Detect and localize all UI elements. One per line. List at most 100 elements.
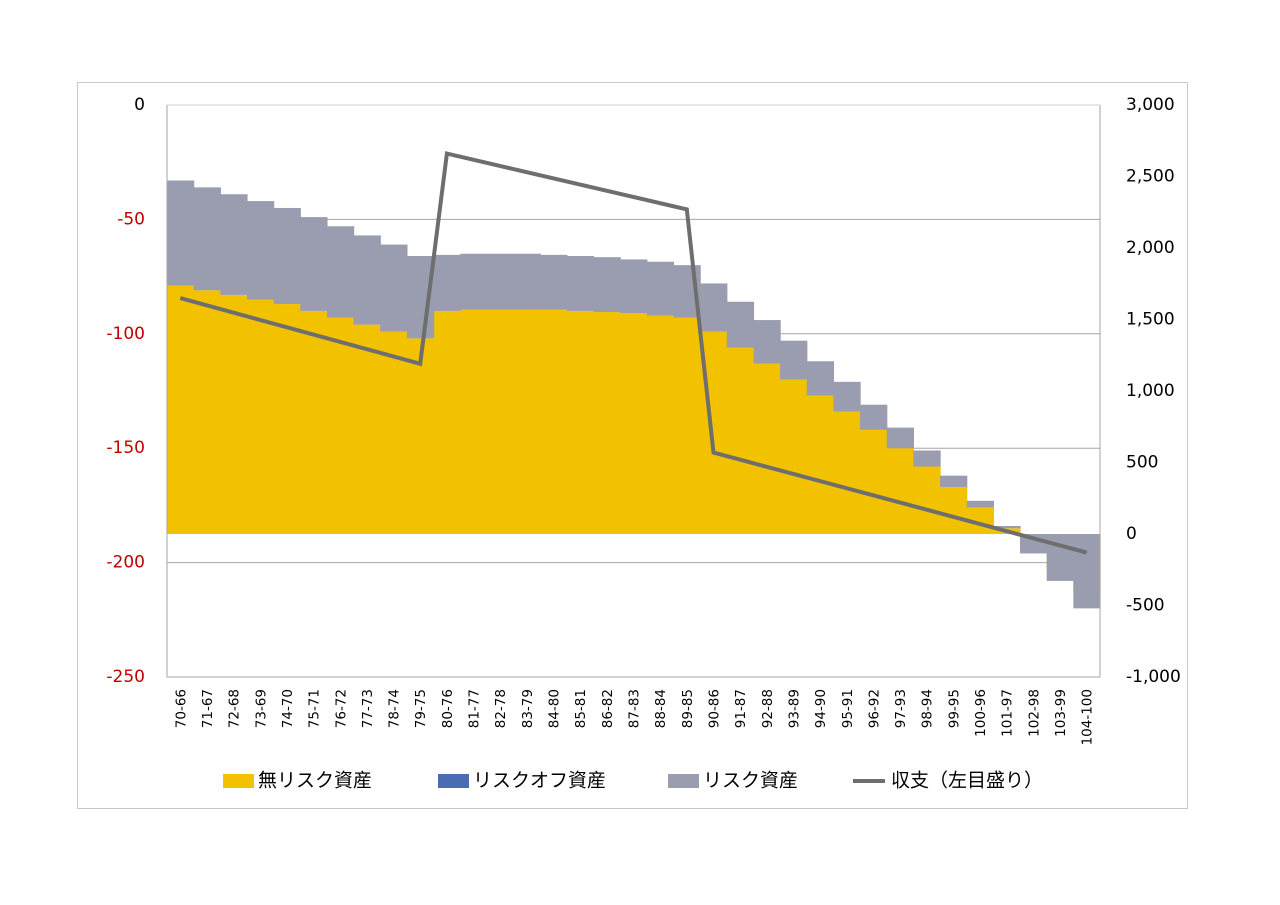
x-tick-label: 100-96 xyxy=(973,689,989,737)
legend-swatch-0 xyxy=(223,774,254,788)
left-tick-label: -250 xyxy=(106,667,145,687)
x-tick-label: 74-70 xyxy=(280,689,296,728)
bar-0-94-90 xyxy=(806,395,835,534)
right-tick-label: 500 xyxy=(1126,453,1158,473)
x-tick-label: 70-66 xyxy=(173,689,189,728)
legend-swatch-1 xyxy=(438,774,469,788)
bar-0-84-80 xyxy=(540,309,568,534)
bar-0-96-92 xyxy=(860,429,888,534)
x-tick-label: 102-98 xyxy=(1026,689,1042,737)
bar-2-90-86 xyxy=(700,283,728,332)
right-axis-ticks: 3,000 2,500 2,000 1,500 1,000 500 0 -500 -1,000 xyxy=(1126,95,1181,687)
x-tick-label: 85-81 xyxy=(573,689,589,728)
x-tick-label: 87-83 xyxy=(627,689,643,728)
bar-0-74-70 xyxy=(273,304,301,534)
x-tick-label: 81-77 xyxy=(467,689,483,728)
bar-0-83-79 xyxy=(513,309,541,534)
bar-2-84-80 xyxy=(540,254,568,310)
legend-label-0: 無リスク資産 xyxy=(258,770,372,792)
x-tick-label: 93-89 xyxy=(786,689,802,728)
x-tick-label: 103-99 xyxy=(1053,689,1069,737)
bar-0-77-73 xyxy=(353,324,381,534)
bar-2-85-81 xyxy=(566,256,595,311)
x-tick-label: 88-84 xyxy=(653,689,669,728)
x-tick-label: 104-100 xyxy=(1080,689,1096,745)
bar-2-80-76 xyxy=(433,254,461,311)
bar-0-71-67 xyxy=(193,290,221,534)
bar-0-70-66 xyxy=(167,285,195,534)
bar-0-99-95 xyxy=(940,487,968,534)
bar-2-81-77 xyxy=(460,253,488,310)
x-tick-label: 98-94 xyxy=(920,689,936,728)
bar-2-95-91 xyxy=(833,381,861,412)
bar-0-76-72 xyxy=(326,317,355,534)
right-tick-label: 2,000 xyxy=(1126,238,1175,258)
right-tick-label: 0 xyxy=(1126,524,1137,544)
bar-2-71-67 xyxy=(193,187,221,291)
legend-label-3: 収支（左目盛り） xyxy=(891,770,1043,792)
legend-label-1: リスクオフ資産 xyxy=(473,770,606,792)
left-tick-label: -150 xyxy=(106,438,145,458)
x-tick-label: 91-87 xyxy=(733,689,749,728)
bar-2-104-100 xyxy=(1073,534,1101,609)
bar-0-87-83 xyxy=(620,313,648,534)
bar-2-76-72 xyxy=(326,226,355,318)
bar-2-100-96 xyxy=(966,500,994,508)
balance-line xyxy=(179,151,1088,555)
x-tick-label: 96-92 xyxy=(866,689,882,728)
bar-0-82-78 xyxy=(486,309,515,534)
bar-0-78-74 xyxy=(380,331,408,534)
bar-0-81-77 xyxy=(460,309,488,534)
bar-0-86-82 xyxy=(593,312,621,534)
bar-2-99-95 xyxy=(940,475,968,488)
x-tick-label: 97-93 xyxy=(893,689,909,728)
bar-0-85-81 xyxy=(566,310,595,534)
x-tick-label: 83-79 xyxy=(520,689,536,728)
x-tick-label: 94-90 xyxy=(813,689,829,728)
x-tick-label: 86-82 xyxy=(600,689,616,728)
bar-2-101-97 xyxy=(993,525,1021,529)
legend-swatch-2 xyxy=(668,774,699,788)
x-tick-label: 99-95 xyxy=(946,689,962,728)
right-tick-label: -500 xyxy=(1126,596,1165,616)
bar-2-91-87 xyxy=(726,301,755,348)
legend: 無リスク資産 リスクオフ資産 リスク資産 収支（左目盛り） xyxy=(223,770,1043,792)
bar-2-72-68 xyxy=(220,194,248,295)
x-tick-label: 71-67 xyxy=(200,689,216,728)
right-tick-label: 3,000 xyxy=(1126,95,1175,115)
bar-2-75-71 xyxy=(300,217,328,311)
bar-0-73-69 xyxy=(246,299,275,534)
chart: 0 -50 -100 -150 -200 -250 3,000 2,500 2,000 1,50… xyxy=(106,95,1181,792)
chart-frame: 0 -50 -100 -150 -200 -250 3,000 2,500 2,000 1,50… xyxy=(77,82,1188,809)
bar-0-72-68 xyxy=(220,294,248,534)
x-tick-label: 92-88 xyxy=(760,689,776,728)
bar-0-95-91 xyxy=(833,411,861,534)
bar-2-96-92 xyxy=(860,404,888,430)
bar-2-83-79 xyxy=(513,253,541,310)
bar-2-94-90 xyxy=(806,361,835,396)
x-tick-label: 78-74 xyxy=(387,689,403,728)
x-tick-label: 76-72 xyxy=(333,689,349,728)
left-tick-label: -200 xyxy=(106,553,145,573)
x-tick-label: 101-97 xyxy=(1000,689,1016,737)
bar-0-97-93 xyxy=(886,448,914,534)
bar-2-87-83 xyxy=(620,259,648,314)
bar-0-93-89 xyxy=(780,379,808,534)
legend-label-2: リスク資産 xyxy=(703,770,798,792)
bar-0-75-71 xyxy=(300,310,328,534)
x-tick-label: 82-78 xyxy=(493,689,509,728)
bar-0-92-88 xyxy=(753,363,781,534)
right-tick-label: 1,000 xyxy=(1126,381,1175,401)
bar-2-86-82 xyxy=(593,257,621,313)
balance-line-path xyxy=(179,151,1088,555)
right-tick-label: 2,500 xyxy=(1126,167,1175,187)
x-tick-label: 84-80 xyxy=(547,689,563,728)
bar-2-97-93 xyxy=(886,427,914,449)
bar-0-88-84 xyxy=(646,315,675,534)
bar-0-80-76 xyxy=(433,310,461,534)
x-tick-label: 89-85 xyxy=(680,689,696,728)
left-tick-label: 0 xyxy=(134,95,145,115)
left-tick-label: -100 xyxy=(106,324,145,344)
bar-2-74-70 xyxy=(273,207,301,305)
bar-2-77-73 xyxy=(353,235,381,325)
